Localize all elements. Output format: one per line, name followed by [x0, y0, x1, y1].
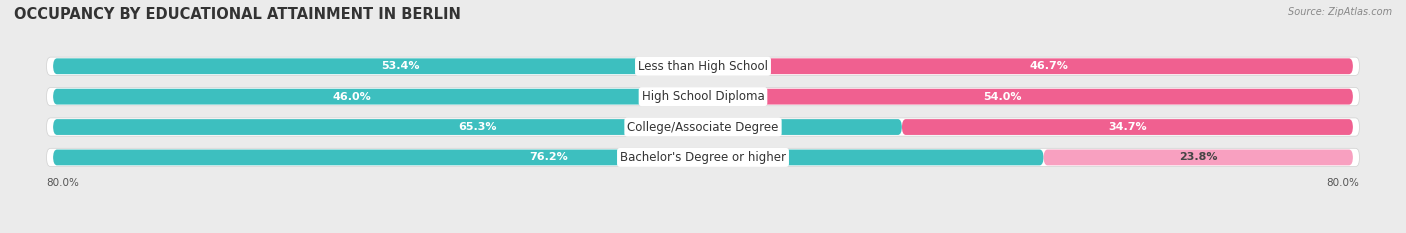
Text: 34.7%: 34.7% — [1108, 122, 1147, 132]
FancyBboxPatch shape — [46, 88, 1360, 106]
FancyBboxPatch shape — [53, 89, 651, 105]
Text: 46.0%: 46.0% — [333, 92, 371, 102]
Text: 80.0%: 80.0% — [1327, 178, 1360, 188]
Text: College/Associate Degree: College/Associate Degree — [627, 120, 779, 134]
FancyBboxPatch shape — [1043, 150, 1353, 165]
FancyBboxPatch shape — [53, 150, 1043, 165]
Text: 65.3%: 65.3% — [458, 122, 496, 132]
FancyBboxPatch shape — [46, 57, 1360, 75]
FancyBboxPatch shape — [747, 58, 1353, 74]
Text: 53.4%: 53.4% — [381, 61, 419, 71]
Text: 23.8%: 23.8% — [1180, 152, 1218, 162]
Text: OCCUPANCY BY EDUCATIONAL ATTAINMENT IN BERLIN: OCCUPANCY BY EDUCATIONAL ATTAINMENT IN B… — [14, 7, 461, 22]
FancyBboxPatch shape — [901, 119, 1353, 135]
FancyBboxPatch shape — [46, 148, 1360, 167]
FancyBboxPatch shape — [651, 89, 1353, 105]
Text: Bachelor's Degree or higher: Bachelor's Degree or higher — [620, 151, 786, 164]
Text: Less than High School: Less than High School — [638, 60, 768, 73]
FancyBboxPatch shape — [53, 119, 901, 135]
Text: High School Diploma: High School Diploma — [641, 90, 765, 103]
FancyBboxPatch shape — [53, 58, 747, 74]
Text: Source: ZipAtlas.com: Source: ZipAtlas.com — [1288, 7, 1392, 17]
Text: 54.0%: 54.0% — [983, 92, 1021, 102]
FancyBboxPatch shape — [46, 118, 1360, 136]
Text: 76.2%: 76.2% — [529, 152, 568, 162]
Text: 46.7%: 46.7% — [1031, 61, 1069, 71]
Text: 80.0%: 80.0% — [46, 178, 79, 188]
